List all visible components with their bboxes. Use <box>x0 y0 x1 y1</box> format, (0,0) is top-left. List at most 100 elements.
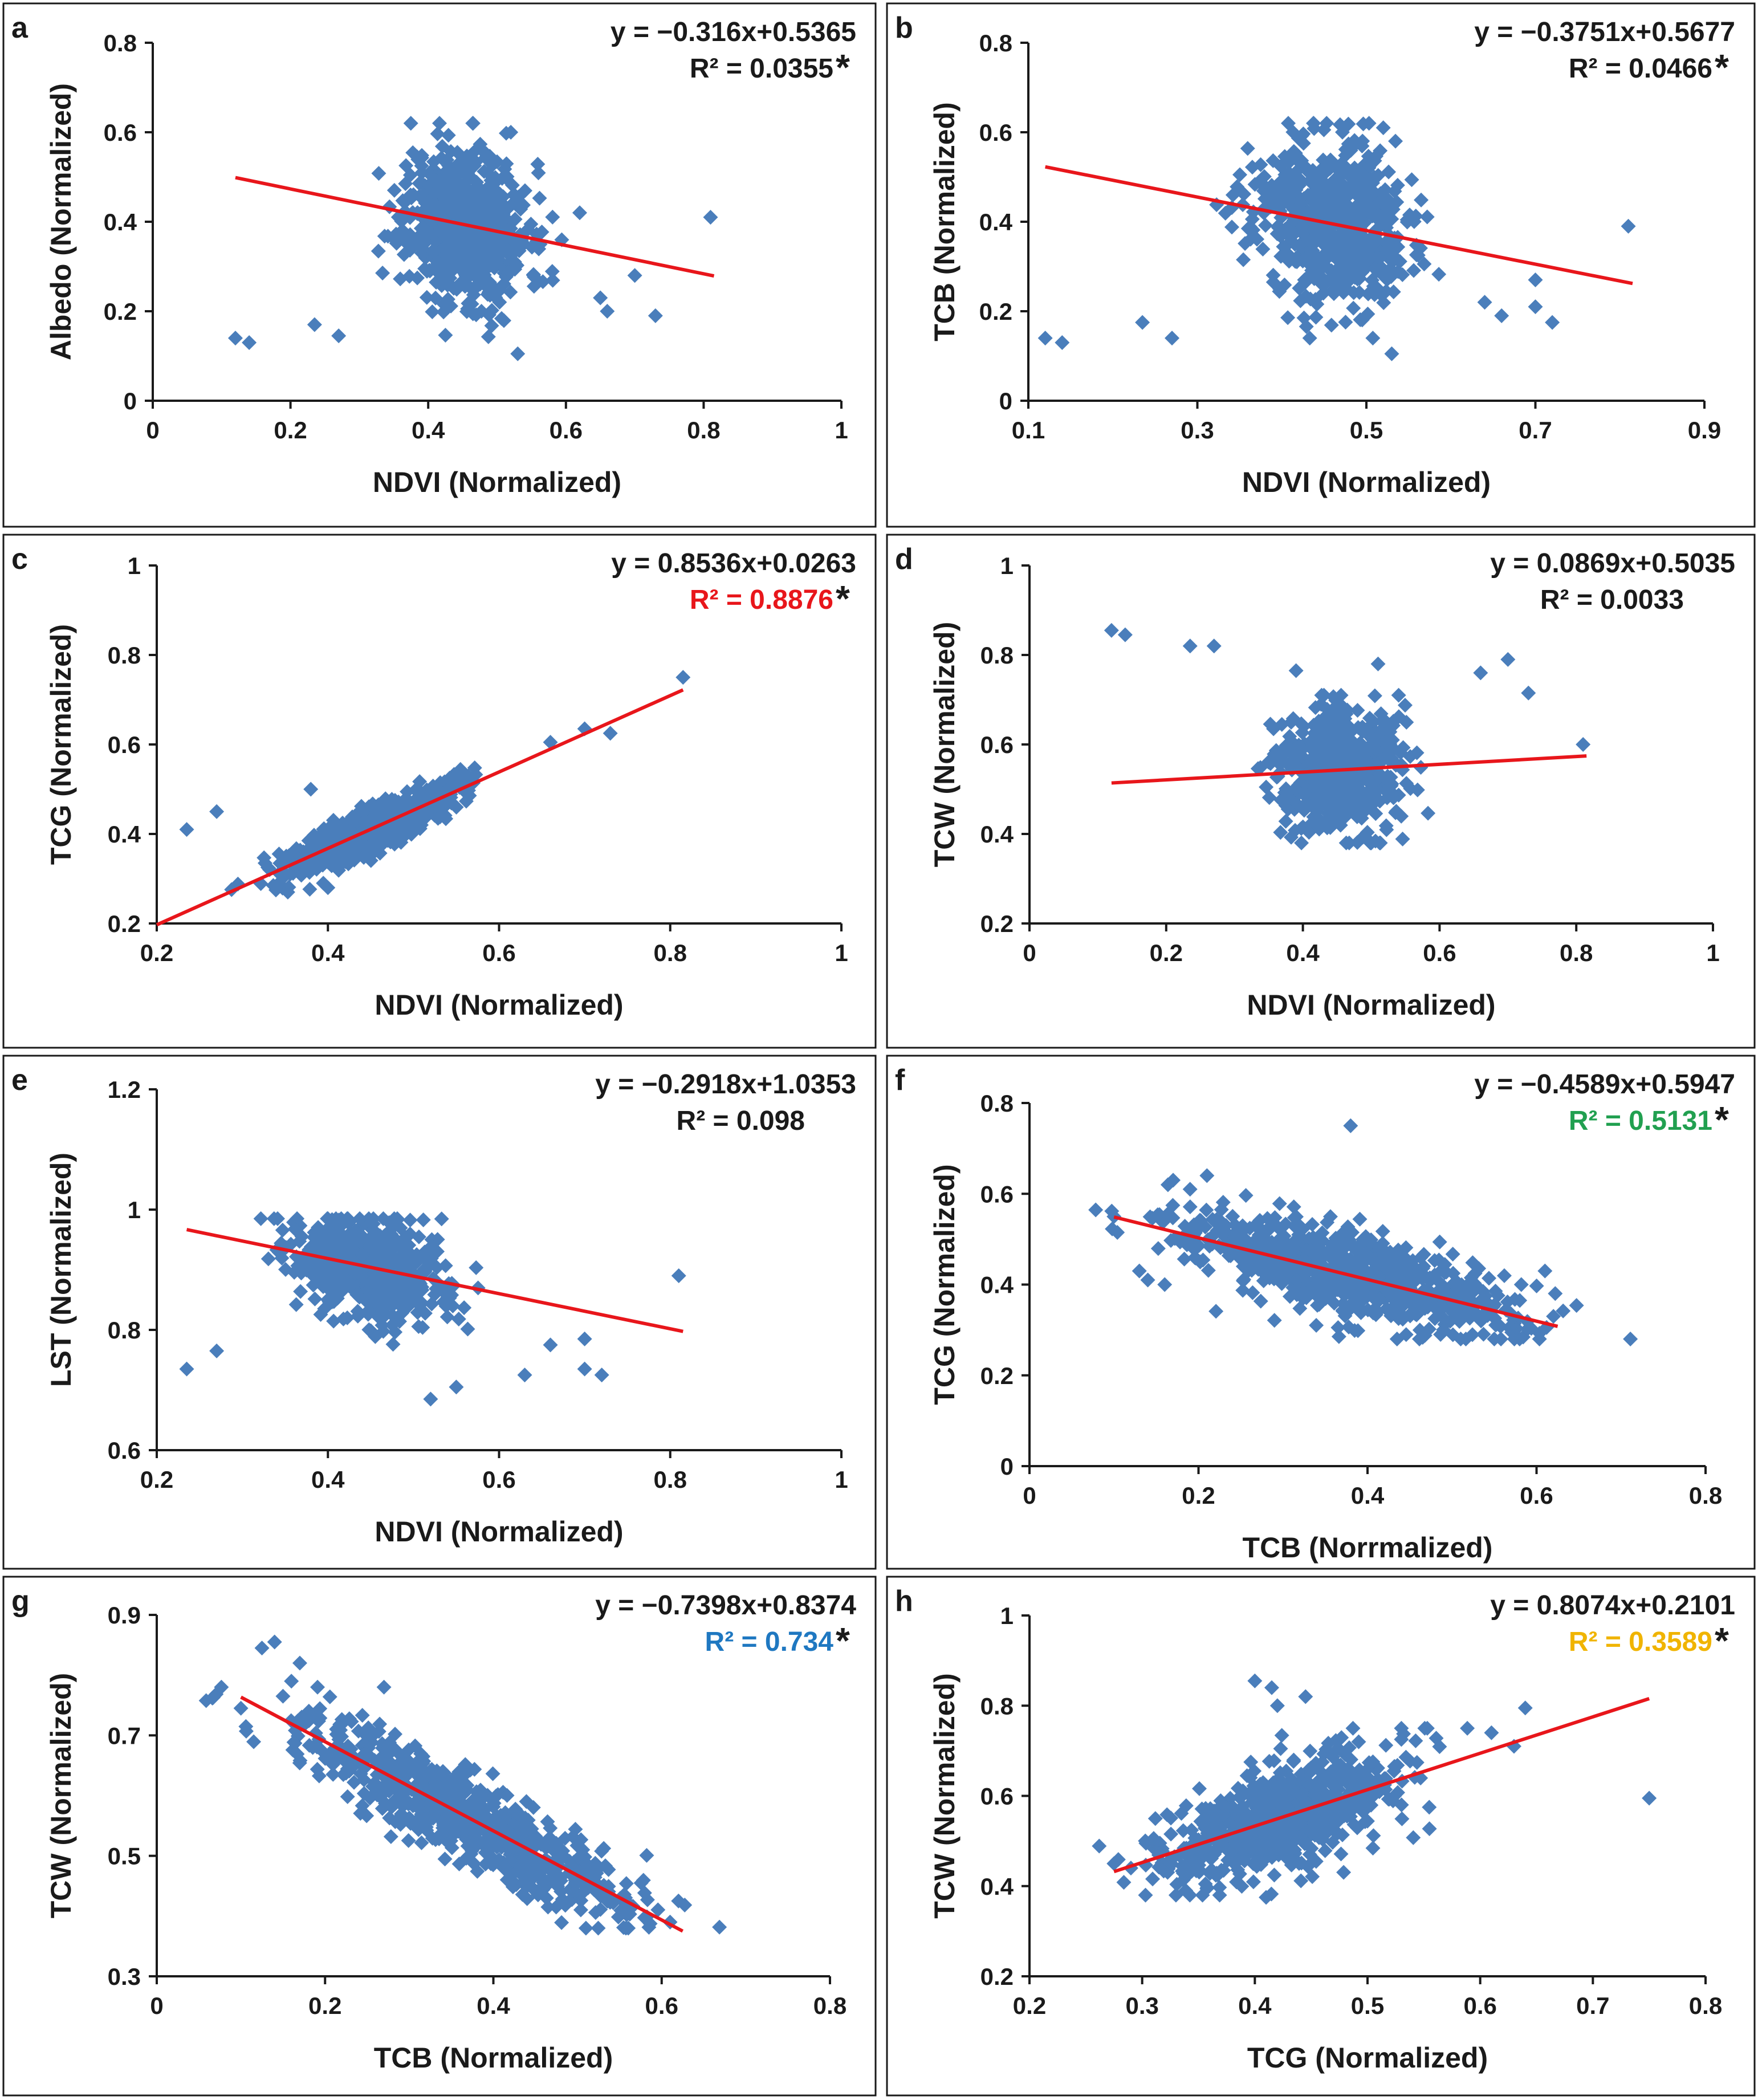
data-point <box>1287 150 1303 166</box>
data-point <box>1334 124 1350 140</box>
data-point <box>494 311 509 326</box>
data-point <box>467 155 483 170</box>
regression-equation: y = −0.3751x+0.5677 <box>1474 17 1735 47</box>
panel-letter: e <box>11 1064 28 1097</box>
data-point <box>1338 315 1353 330</box>
data-point <box>433 267 448 283</box>
x-tick-label: 0.4 <box>477 1992 510 2019</box>
y-tick-label: 0.4 <box>980 821 1014 848</box>
data-point <box>473 191 489 206</box>
data-point <box>1419 209 1435 225</box>
data-point <box>1414 192 1429 207</box>
data-point <box>491 282 506 297</box>
data-point <box>467 144 482 159</box>
data-point <box>1333 268 1349 284</box>
data-point <box>480 287 495 302</box>
regression-equation: y = 0.8536x+0.0263 <box>611 548 856 579</box>
x-tick-label: 0.4 <box>1286 939 1320 966</box>
data-point <box>526 279 542 294</box>
data-point <box>1388 133 1403 149</box>
y-tick-label: 0.4 <box>104 209 137 235</box>
y-tick-label: 0.2 <box>108 910 141 937</box>
y-tick-label: 0.4 <box>980 1272 1014 1299</box>
data-point <box>450 145 465 160</box>
panel-letter: c <box>11 543 28 576</box>
data-point <box>1292 280 1307 296</box>
outlier-point <box>1477 295 1492 310</box>
y-tick-label: 0.4 <box>108 821 141 848</box>
y-tick-label: 0.8 <box>108 642 141 669</box>
y-axis-title: TCG (Normalized) <box>45 624 77 865</box>
data-point <box>1288 165 1303 180</box>
y-axis-title: TCG (Normalized) <box>929 1164 961 1405</box>
data-point <box>1365 331 1381 346</box>
y-axis-title: TCW (Normalized) <box>929 622 961 868</box>
x-axis-title: NDVI (Normalized) <box>1247 989 1495 1021</box>
x-tick-label: 0.4 <box>412 417 445 443</box>
data-point <box>1318 275 1334 290</box>
significance-star: * <box>1715 47 1729 88</box>
data-point <box>1409 247 1424 263</box>
data-point <box>526 267 541 282</box>
x-tick-label: 0.2 <box>1150 939 1183 966</box>
data-point <box>1360 306 1376 321</box>
data-point <box>481 329 496 344</box>
regression-equation: y = −0.4589x+0.5947 <box>1474 1069 1735 1100</box>
y-tick-label: 0.8 <box>980 642 1014 669</box>
data-point <box>1356 116 1371 132</box>
y-tick-label: 0.8 <box>104 30 137 56</box>
data-point <box>1258 218 1273 233</box>
data-point <box>434 183 450 198</box>
x-tick-label: 0.6 <box>1520 1482 1553 1509</box>
y-tick-label: 0.4 <box>979 209 1013 235</box>
y-tick-label: 0.6 <box>979 119 1012 146</box>
data-point <box>1236 252 1251 267</box>
x-tick-label: 0.5 <box>1350 417 1383 443</box>
scatter-points <box>227 116 718 361</box>
data-point <box>1295 253 1311 268</box>
outlier-point <box>572 205 587 221</box>
y-tick-label: 0.2 <box>980 1362 1014 1389</box>
outlier-point <box>1037 331 1053 346</box>
x-tick-label: 0.7 <box>1519 417 1552 443</box>
data-point <box>458 211 474 226</box>
data-point <box>1303 291 1318 307</box>
data-point <box>1318 252 1333 267</box>
data-point <box>430 126 445 141</box>
data-point <box>1324 196 1339 211</box>
data-point <box>1232 167 1248 182</box>
data-point <box>1342 242 1358 257</box>
data-point <box>1315 161 1330 177</box>
data-point <box>484 318 499 333</box>
data-point <box>1377 269 1392 284</box>
y-tick-label: 0.6 <box>108 731 141 758</box>
data-point <box>531 241 547 257</box>
data-point <box>545 209 560 225</box>
data-point <box>1362 158 1377 174</box>
x-tick-label: 1 <box>835 417 848 443</box>
regression-equation: y = 0.0869x+0.5035 <box>1490 548 1735 579</box>
x-tick-label: 0.9 <box>1688 417 1721 443</box>
outlier-point <box>1621 218 1636 234</box>
x-tick-label: 0.4 <box>311 939 345 966</box>
data-point <box>509 241 524 256</box>
outlier-point <box>593 290 608 306</box>
y-axis-title: LST (Normalized) <box>45 1153 77 1387</box>
data-point <box>402 268 417 284</box>
data-point <box>438 328 453 343</box>
regression-equation: y = −0.2918x+1.0353 <box>595 1069 856 1100</box>
x-tick-label: 0.8 <box>1689 1482 1722 1509</box>
r-squared-value: R² = 0.8876 <box>690 585 833 615</box>
data-point <box>1308 223 1324 238</box>
data-point <box>1395 267 1410 282</box>
x-tick-label: 0.2 <box>308 1992 341 2019</box>
data-point <box>1332 190 1348 205</box>
data-point <box>1358 180 1374 195</box>
y-tick-label: 0.2 <box>979 298 1012 325</box>
data-point <box>1386 284 1401 300</box>
x-tick-label: 0.8 <box>1560 939 1593 966</box>
x-tick-label: 0.6 <box>645 1992 678 2019</box>
r-squared-value: R² = 0.0033 <box>1540 585 1684 615</box>
data-point <box>1357 202 1373 218</box>
